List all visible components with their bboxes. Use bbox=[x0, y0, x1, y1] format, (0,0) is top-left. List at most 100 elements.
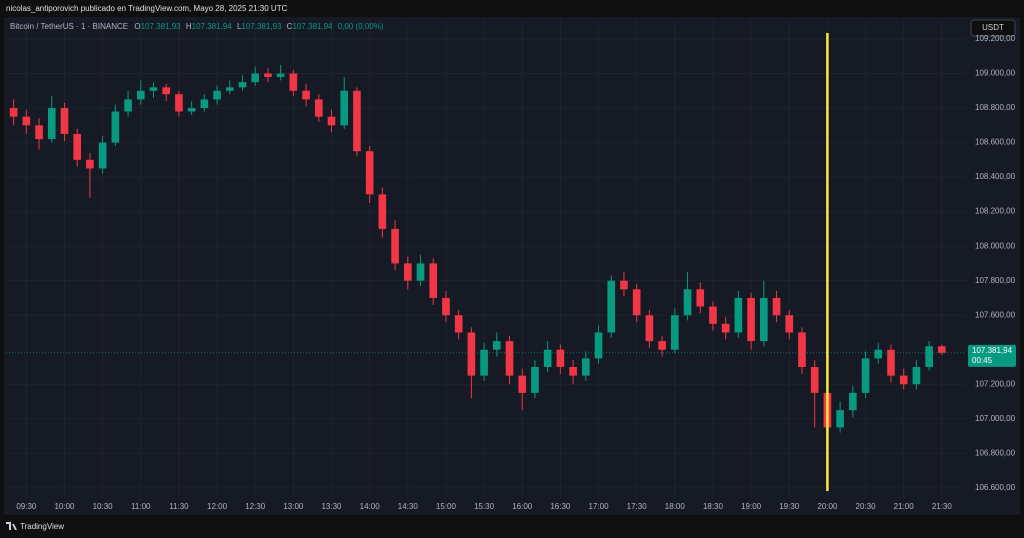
x-tick-label: 11:30 bbox=[169, 502, 189, 511]
x-tick-label: 09:30 bbox=[16, 502, 37, 511]
x-tick-label: 13:30 bbox=[321, 502, 342, 511]
candle-body bbox=[124, 99, 132, 112]
x-tick-label: 14:00 bbox=[360, 502, 381, 511]
x-tick-label: 14:30 bbox=[398, 502, 419, 511]
ohlc-key: H bbox=[186, 22, 192, 31]
x-tick-label: 21:00 bbox=[894, 502, 915, 511]
y-tick-label: 108.800,00 bbox=[975, 103, 1016, 112]
candle-body bbox=[747, 297, 755, 342]
ohlc-key: L bbox=[237, 22, 242, 31]
candle-body bbox=[569, 366, 577, 376]
candle-body bbox=[620, 280, 628, 290]
x-tick-label: 15:00 bbox=[436, 502, 457, 511]
brand-logo bbox=[6, 522, 17, 530]
candle-body bbox=[734, 297, 743, 333]
candle-body bbox=[353, 90, 361, 152]
candle-body bbox=[136, 90, 145, 100]
ohlc-key: O bbox=[134, 22, 140, 31]
candle-body bbox=[925, 346, 933, 367]
x-tick-label: 21:30 bbox=[932, 502, 953, 511]
y-tick-label: 106.800,00 bbox=[975, 448, 1016, 457]
candle-body bbox=[200, 99, 209, 109]
candle-body bbox=[111, 111, 120, 143]
candle-body bbox=[251, 73, 260, 83]
candle-body bbox=[391, 228, 399, 264]
x-tick-label: 17:00 bbox=[589, 502, 610, 511]
candle-body bbox=[518, 375, 527, 393]
candle-body bbox=[442, 297, 450, 316]
x-tick-label: 19:30 bbox=[779, 502, 800, 511]
x-tick-label: 17:30 bbox=[627, 502, 648, 511]
ohlc-value: 107.381,93 bbox=[241, 22, 282, 31]
last-price-badge bbox=[968, 344, 1016, 367]
ohlc-value: 107.381,93 bbox=[141, 22, 182, 31]
candle-body bbox=[810, 366, 819, 393]
candle-body bbox=[340, 90, 349, 126]
x-tick-label: 16:30 bbox=[550, 502, 571, 511]
candle-body bbox=[887, 349, 895, 376]
candle-body bbox=[9, 108, 18, 117]
x-tick-label: 13:00 bbox=[283, 502, 304, 511]
candle-body bbox=[721, 323, 730, 333]
candle-body bbox=[582, 358, 590, 376]
candle-body bbox=[531, 366, 539, 393]
candle-body bbox=[47, 108, 56, 140]
candle-body bbox=[772, 297, 781, 316]
candle-body bbox=[556, 349, 565, 367]
candle-body bbox=[416, 263, 425, 281]
candle-body bbox=[264, 73, 272, 77]
brand: TradingView bbox=[6, 522, 64, 531]
candle-body bbox=[594, 332, 603, 359]
candle-body bbox=[798, 332, 806, 367]
candle-body bbox=[98, 142, 107, 169]
candle-body bbox=[696, 289, 705, 307]
candle-body bbox=[467, 332, 476, 376]
last-price-label: 107.381,94 bbox=[972, 346, 1013, 355]
x-tick-label: 16:00 bbox=[512, 502, 533, 511]
candle-body bbox=[492, 341, 501, 350]
legend: Bitcoin / TetherUS · 1 · BINANCE O107.38… bbox=[10, 22, 384, 31]
candle-body bbox=[785, 315, 794, 333]
y-tick-label: 107.600,00 bbox=[975, 310, 1016, 319]
y-tick-label: 108.400,00 bbox=[975, 172, 1016, 181]
candle-body bbox=[327, 116, 336, 126]
candle-body bbox=[671, 315, 679, 350]
candles bbox=[6, 33, 966, 491]
x-tick-label: 12:30 bbox=[245, 502, 266, 511]
currency-button[interactable] bbox=[970, 19, 1016, 37]
x-tick-label: 11:00 bbox=[131, 502, 151, 511]
candle-body bbox=[73, 133, 82, 160]
candle-body bbox=[289, 73, 298, 91]
y-tick-label: 107.800,00 bbox=[975, 276, 1016, 285]
candle-body bbox=[645, 315, 654, 342]
y-tick-label: 107.200,00 bbox=[975, 379, 1016, 388]
x-tick-label: 20:00 bbox=[817, 502, 838, 511]
candle-body bbox=[632, 289, 641, 316]
candle-body bbox=[314, 99, 323, 117]
candle-body bbox=[543, 349, 552, 367]
x-tick-label: 10:30 bbox=[93, 502, 114, 511]
candle-body bbox=[162, 87, 171, 95]
candle-body bbox=[899, 375, 908, 385]
candle-body bbox=[861, 358, 870, 393]
y-tick-label: 106.600,00 bbox=[975, 483, 1016, 492]
candle-body bbox=[683, 289, 692, 316]
candle-body bbox=[378, 194, 387, 229]
x-tick-label: 15:30 bbox=[474, 502, 495, 511]
candle-body bbox=[149, 87, 158, 91]
candle-body bbox=[60, 108, 69, 134]
x-tick-label: 20:30 bbox=[856, 502, 877, 511]
brand-name: TradingView bbox=[20, 522, 64, 531]
currency-label[interactable]: USDT bbox=[982, 23, 1004, 32]
candle-body bbox=[709, 306, 717, 324]
chart-pane bbox=[4, 17, 1020, 515]
candle-body bbox=[175, 94, 183, 112]
ohlc-value: 107.381,94 bbox=[192, 22, 233, 31]
candle-body bbox=[276, 73, 285, 77]
ohlc-value: 107.381,94 bbox=[292, 22, 333, 31]
candle-body bbox=[760, 297, 768, 342]
candle-body bbox=[86, 159, 94, 169]
x-tick-label: 18:30 bbox=[703, 502, 724, 511]
